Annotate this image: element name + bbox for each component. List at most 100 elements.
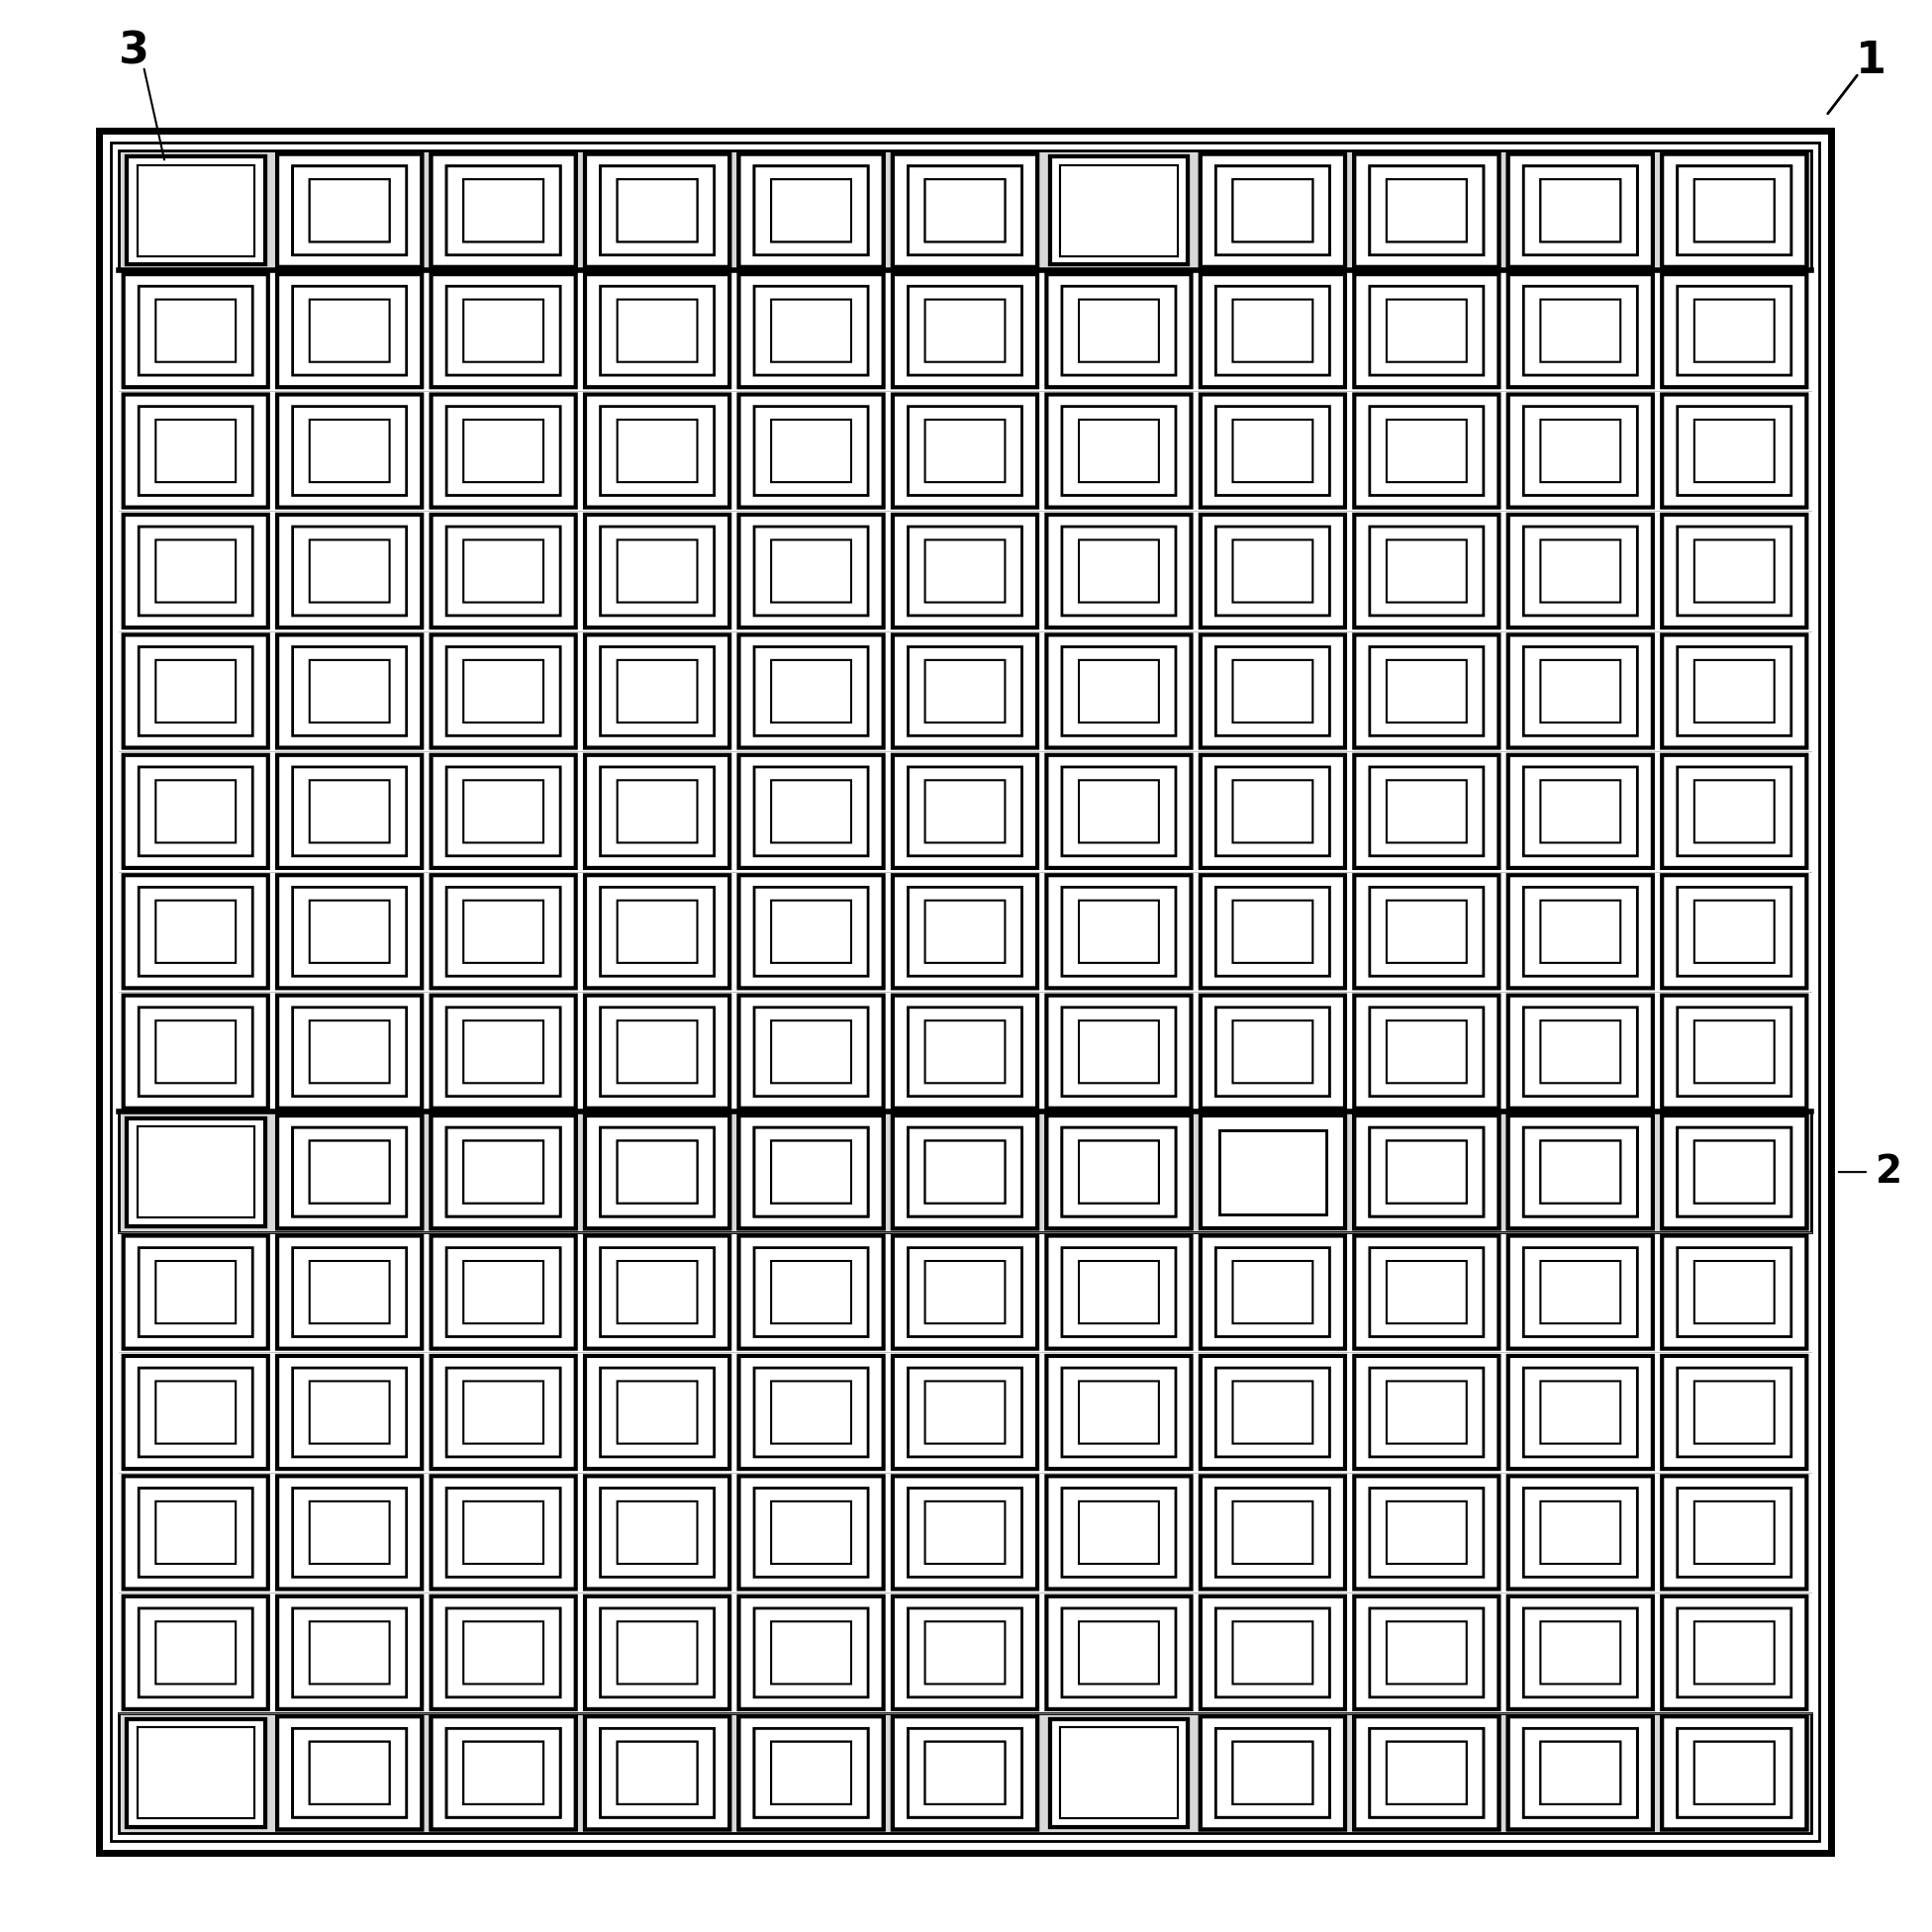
FancyBboxPatch shape [464, 1381, 543, 1443]
FancyBboxPatch shape [893, 1115, 1037, 1229]
FancyBboxPatch shape [1370, 1128, 1484, 1217]
FancyBboxPatch shape [156, 1381, 236, 1443]
Text: 3: 3 [118, 31, 149, 73]
FancyBboxPatch shape [1677, 887, 1791, 976]
FancyBboxPatch shape [908, 1128, 1022, 1217]
FancyBboxPatch shape [1524, 767, 1638, 856]
FancyBboxPatch shape [431, 1115, 576, 1229]
FancyBboxPatch shape [124, 875, 269, 987]
FancyBboxPatch shape [1677, 1729, 1791, 1818]
FancyBboxPatch shape [292, 406, 406, 495]
FancyBboxPatch shape [1540, 539, 1621, 603]
FancyBboxPatch shape [431, 636, 576, 748]
FancyBboxPatch shape [1662, 155, 1806, 267]
FancyBboxPatch shape [431, 1356, 576, 1468]
FancyBboxPatch shape [309, 1140, 390, 1204]
FancyBboxPatch shape [1063, 527, 1177, 616]
FancyBboxPatch shape [1200, 155, 1345, 267]
FancyBboxPatch shape [292, 767, 406, 856]
FancyBboxPatch shape [1078, 1501, 1159, 1563]
Bar [99, 131, 1832, 1853]
Bar [126, 1719, 265, 1828]
FancyBboxPatch shape [585, 155, 730, 267]
FancyBboxPatch shape [1215, 647, 1329, 736]
FancyBboxPatch shape [431, 1476, 576, 1588]
FancyBboxPatch shape [1677, 647, 1791, 736]
FancyBboxPatch shape [1215, 166, 1329, 255]
FancyBboxPatch shape [1387, 1381, 1466, 1443]
FancyBboxPatch shape [585, 1356, 730, 1468]
FancyBboxPatch shape [1509, 155, 1652, 267]
FancyBboxPatch shape [908, 527, 1022, 616]
FancyBboxPatch shape [278, 755, 421, 867]
FancyBboxPatch shape [893, 1716, 1037, 1830]
FancyBboxPatch shape [1677, 286, 1791, 375]
FancyBboxPatch shape [1524, 166, 1638, 255]
FancyBboxPatch shape [753, 1128, 867, 1217]
FancyBboxPatch shape [464, 781, 543, 842]
FancyBboxPatch shape [893, 274, 1037, 386]
FancyBboxPatch shape [1540, 180, 1621, 242]
FancyBboxPatch shape [1370, 1128, 1484, 1217]
FancyBboxPatch shape [1540, 180, 1621, 242]
FancyBboxPatch shape [601, 286, 715, 375]
FancyBboxPatch shape [1509, 1356, 1652, 1468]
FancyBboxPatch shape [1662, 755, 1806, 867]
FancyBboxPatch shape [1524, 166, 1638, 255]
FancyBboxPatch shape [309, 299, 390, 361]
FancyBboxPatch shape [1662, 155, 1806, 267]
FancyBboxPatch shape [309, 1741, 390, 1804]
FancyBboxPatch shape [1662, 1356, 1806, 1468]
FancyBboxPatch shape [908, 1607, 1022, 1696]
FancyBboxPatch shape [1063, 286, 1177, 375]
Bar [126, 156, 265, 265]
FancyBboxPatch shape [1200, 1356, 1345, 1468]
FancyBboxPatch shape [278, 1716, 421, 1830]
FancyBboxPatch shape [771, 1741, 852, 1804]
FancyBboxPatch shape [1233, 299, 1312, 361]
FancyBboxPatch shape [1200, 1476, 1345, 1588]
FancyBboxPatch shape [1078, 1262, 1159, 1323]
Bar [1061, 164, 1177, 257]
FancyBboxPatch shape [1200, 995, 1345, 1109]
Bar [126, 1719, 265, 1828]
FancyBboxPatch shape [908, 406, 1022, 495]
FancyBboxPatch shape [753, 286, 867, 375]
Bar [1049, 1719, 1188, 1828]
FancyBboxPatch shape [278, 155, 421, 267]
FancyBboxPatch shape [1078, 1621, 1159, 1685]
FancyBboxPatch shape [925, 900, 1005, 962]
FancyBboxPatch shape [1540, 1621, 1621, 1685]
FancyBboxPatch shape [585, 1115, 730, 1229]
FancyBboxPatch shape [124, 394, 269, 508]
FancyBboxPatch shape [771, 180, 852, 242]
FancyBboxPatch shape [1370, 647, 1484, 736]
FancyBboxPatch shape [278, 1236, 421, 1349]
FancyBboxPatch shape [1233, 1381, 1312, 1443]
FancyBboxPatch shape [893, 1476, 1037, 1588]
FancyBboxPatch shape [1233, 1741, 1312, 1804]
FancyBboxPatch shape [753, 1488, 867, 1577]
FancyBboxPatch shape [893, 636, 1037, 748]
FancyBboxPatch shape [1540, 900, 1621, 962]
FancyBboxPatch shape [139, 406, 253, 495]
FancyBboxPatch shape [431, 995, 576, 1109]
FancyBboxPatch shape [1233, 1621, 1312, 1685]
FancyBboxPatch shape [1694, 900, 1774, 962]
FancyBboxPatch shape [1063, 1607, 1177, 1696]
FancyBboxPatch shape [1662, 1716, 1806, 1830]
FancyBboxPatch shape [1387, 539, 1466, 603]
FancyBboxPatch shape [464, 1140, 543, 1204]
FancyBboxPatch shape [1354, 1236, 1499, 1349]
FancyBboxPatch shape [738, 1115, 883, 1229]
FancyBboxPatch shape [292, 1007, 406, 1095]
FancyBboxPatch shape [446, 286, 560, 375]
FancyBboxPatch shape [908, 1729, 1022, 1818]
FancyBboxPatch shape [1677, 1007, 1791, 1095]
FancyBboxPatch shape [925, 299, 1005, 361]
FancyBboxPatch shape [156, 1501, 236, 1563]
FancyBboxPatch shape [618, 1621, 697, 1685]
FancyBboxPatch shape [1370, 1607, 1484, 1696]
FancyBboxPatch shape [1370, 166, 1484, 255]
FancyBboxPatch shape [618, 419, 697, 483]
